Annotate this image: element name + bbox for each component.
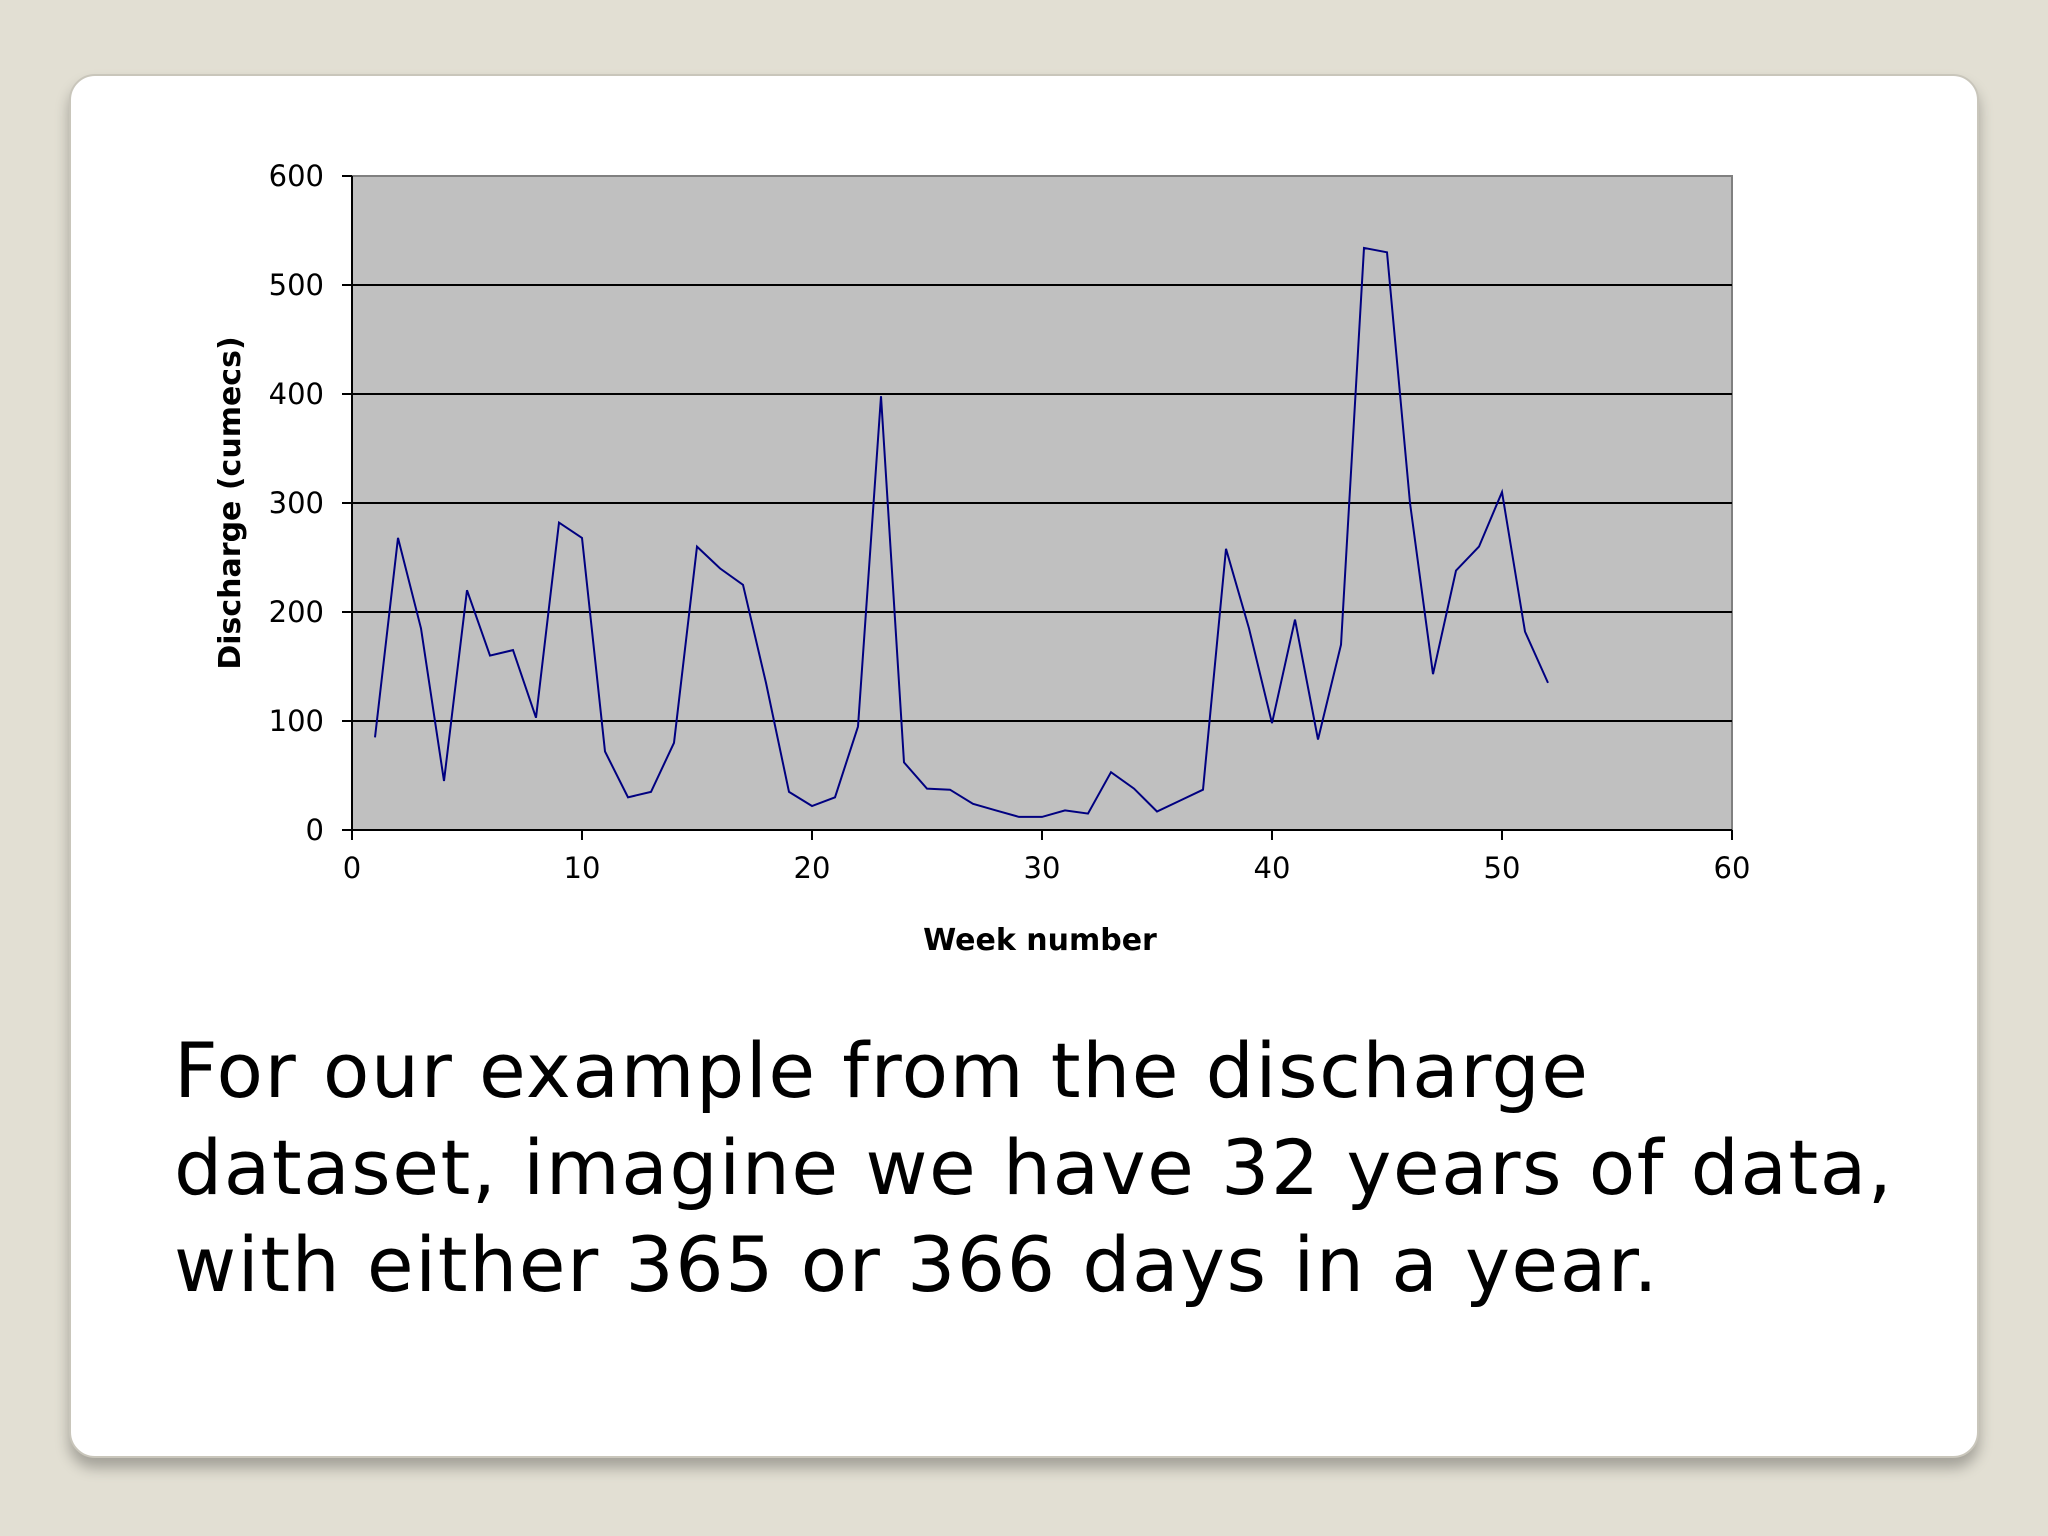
data-point bbox=[1041, 816, 1043, 818]
series-line bbox=[374, 246, 1549, 818]
data-point bbox=[489, 655, 491, 657]
data-point bbox=[1179, 800, 1181, 802]
y-tick-label: 200 bbox=[269, 595, 324, 629]
x-tick-label: 10 bbox=[564, 851, 601, 885]
data-point bbox=[1386, 251, 1388, 253]
data-point bbox=[949, 789, 951, 791]
data-point bbox=[1432, 673, 1434, 675]
data-point bbox=[1064, 809, 1066, 811]
data-point bbox=[1363, 247, 1365, 249]
data-point bbox=[1202, 789, 1204, 791]
data-point bbox=[926, 788, 928, 790]
data-point bbox=[512, 649, 514, 651]
body-line: with either 365 or 366 days in a year. bbox=[174, 1220, 1660, 1309]
data-point bbox=[1133, 788, 1135, 790]
data-point bbox=[604, 751, 606, 753]
y-tick-label: 0 bbox=[306, 813, 324, 847]
x-tick-label: 50 bbox=[1484, 851, 1521, 885]
x-tick-label: 30 bbox=[1024, 851, 1061, 885]
gridlines bbox=[352, 284, 1732, 722]
data-point bbox=[1547, 682, 1549, 684]
x-tick-label: 40 bbox=[1254, 851, 1291, 885]
data-point bbox=[627, 796, 629, 798]
y-tick-label: 600 bbox=[269, 159, 324, 193]
data-point bbox=[834, 796, 836, 798]
data-point bbox=[1248, 627, 1250, 629]
body-line: dataset, imagine we have 32 years of dat… bbox=[174, 1123, 1894, 1212]
series-group bbox=[374, 246, 1549, 818]
data-point bbox=[857, 725, 859, 727]
data-point bbox=[995, 809, 997, 811]
data-point bbox=[903, 761, 905, 763]
data-point bbox=[1340, 644, 1342, 646]
data-point bbox=[397, 537, 399, 539]
y-tick-label: 100 bbox=[269, 704, 324, 738]
y-tick-labels: 0 100 200 300 400 500 600 bbox=[269, 159, 324, 847]
data-point bbox=[1501, 491, 1503, 493]
data-point bbox=[1110, 771, 1112, 773]
x-axis-title: Week number bbox=[923, 923, 1157, 958]
data-point bbox=[880, 395, 882, 397]
data-point bbox=[374, 736, 376, 738]
data-point bbox=[1271, 722, 1273, 724]
data-point bbox=[1409, 502, 1411, 504]
data-point bbox=[1294, 619, 1296, 621]
y-tick-label: 400 bbox=[269, 377, 324, 411]
slide-body-text: For our example from the discharge datas… bbox=[174, 1022, 1934, 1313]
data-point bbox=[1524, 631, 1526, 633]
data-point bbox=[673, 742, 675, 744]
data-point bbox=[535, 717, 537, 719]
data-point bbox=[1225, 548, 1227, 550]
data-point bbox=[788, 791, 790, 793]
y-axis-title: Discharge (cumecs) bbox=[213, 336, 248, 669]
data-point bbox=[650, 791, 652, 793]
x-tick-label: 0 bbox=[343, 851, 361, 885]
data-point bbox=[1317, 739, 1319, 741]
data-point bbox=[1478, 546, 1480, 548]
data-point bbox=[1087, 813, 1089, 815]
data-point bbox=[765, 682, 767, 684]
data-point bbox=[558, 522, 560, 524]
y-tick-label: 500 bbox=[269, 268, 324, 302]
data-point bbox=[696, 546, 698, 548]
axes bbox=[342, 175, 1733, 840]
data-point bbox=[466, 589, 468, 591]
data-point bbox=[420, 627, 422, 629]
data-point bbox=[443, 780, 445, 782]
data-point bbox=[581, 537, 583, 539]
data-point bbox=[742, 584, 744, 586]
data-point bbox=[1455, 570, 1457, 572]
data-point bbox=[811, 805, 813, 807]
data-point bbox=[1018, 816, 1020, 818]
x-tick-labels: 0 10 20 30 40 50 60 bbox=[343, 851, 1751, 885]
body-line: For our example from the discharge bbox=[174, 1026, 1590, 1115]
data-point bbox=[719, 567, 721, 569]
data-point bbox=[1156, 810, 1158, 812]
y-tick-label: 300 bbox=[269, 486, 324, 520]
x-tick-label: 20 bbox=[794, 851, 831, 885]
x-tick-label: 60 bbox=[1714, 851, 1751, 885]
data-point bbox=[972, 803, 974, 805]
